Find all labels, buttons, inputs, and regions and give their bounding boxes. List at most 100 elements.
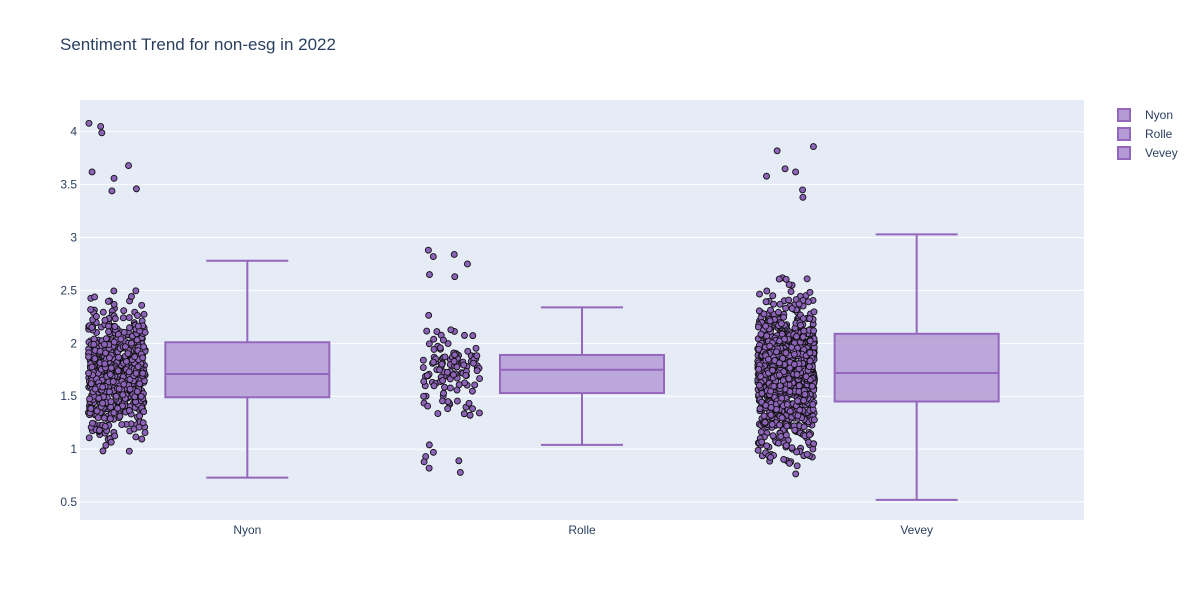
data-point: [450, 371, 457, 379]
data-point: [455, 381, 463, 389]
data-point: [115, 353, 122, 361]
data-point: [805, 431, 813, 439]
data-point: [451, 273, 459, 281]
data-point: [795, 382, 803, 390]
data-point: [139, 354, 147, 362]
data-point: [469, 359, 477, 367]
data-point: [767, 454, 774, 461]
data-point: [806, 349, 814, 357]
data-point: [778, 394, 786, 402]
data-point: [425, 340, 433, 348]
data-point: [85, 369, 92, 377]
data-point: [105, 354, 113, 362]
data-point: [809, 143, 817, 150]
y-tick-label: 2: [70, 336, 77, 350]
data-point: [102, 441, 110, 449]
data-point: [87, 405, 95, 412]
data-point: [792, 168, 800, 176]
data-point: [466, 411, 474, 419]
data-point: [139, 369, 147, 377]
data-point: [754, 323, 762, 331]
data-point: [94, 414, 102, 422]
data-point: [438, 360, 446, 368]
data-point: [754, 446, 762, 454]
data-point: [98, 129, 106, 137]
data-point: [777, 433, 785, 440]
data-point: [131, 393, 139, 401]
data-point: [444, 340, 452, 347]
data-point: [799, 333, 807, 341]
data-point: [110, 338, 118, 346]
data-point: [126, 324, 133, 332]
data-point: [774, 439, 782, 447]
data-point: [419, 356, 427, 364]
legend-swatch: [1117, 108, 1131, 122]
boxes: [164, 233, 1000, 501]
iqr-box: [499, 353, 665, 395]
data-point: [95, 426, 103, 434]
data-point: [785, 281, 793, 288]
data-point: [101, 422, 109, 430]
data-point: [764, 355, 772, 363]
data-point: [794, 397, 802, 405]
box-vevey: [833, 233, 1000, 501]
data-point: [782, 304, 790, 312]
data-point: [87, 380, 95, 388]
data-point: [444, 398, 452, 406]
data-point: [761, 418, 769, 426]
data-point: [425, 311, 433, 319]
data-point: [782, 431, 790, 439]
data-point: [139, 419, 147, 427]
data-point: [128, 293, 135, 300]
data-point: [767, 306, 775, 314]
data-point: [773, 348, 780, 356]
data-point: [110, 287, 118, 295]
data-point: [468, 387, 476, 395]
data-points: [84, 119, 818, 478]
data-point: [471, 381, 479, 389]
data-point: [106, 415, 114, 423]
data-point: [117, 335, 125, 343]
data-point: [460, 361, 468, 369]
data-point: [134, 322, 142, 330]
data-point: [790, 350, 798, 358]
data-point: [780, 455, 788, 463]
data-point: [475, 409, 483, 417]
data-point: [760, 412, 768, 420]
legend-item-nyon: Nyon: [1117, 108, 1173, 122]
data-point: [105, 328, 112, 336]
data-point: [116, 412, 124, 420]
data-point: [774, 308, 782, 316]
data-point: [447, 326, 455, 334]
legend-item-vevey: Vevey: [1117, 146, 1178, 160]
data-point: [91, 385, 99, 393]
data-point: [434, 410, 442, 418]
data-point: [429, 253, 437, 261]
data-point: [110, 174, 118, 182]
data-point: [106, 388, 113, 396]
data-point: [460, 410, 468, 418]
data-point: [795, 300, 803, 308]
data-point: [106, 371, 114, 378]
data-point: [118, 421, 126, 428]
data-point: [762, 322, 770, 330]
data-point: [439, 377, 447, 384]
data-point: [93, 407, 101, 415]
data-point: [101, 316, 109, 324]
data-point: [110, 409, 118, 417]
data-point: [776, 382, 784, 390]
data-point: [446, 384, 454, 392]
data-point: [806, 337, 814, 345]
data-point: [782, 442, 790, 449]
data-point: [430, 345, 438, 353]
data-point: [109, 378, 117, 385]
data-point: [783, 422, 791, 430]
data-point: [126, 385, 134, 393]
data-point: [463, 260, 471, 268]
data-point: [423, 372, 431, 380]
data-point: [788, 305, 796, 312]
data-point: [121, 343, 129, 351]
data-point: [799, 186, 807, 194]
data-point: [473, 367, 481, 375]
data-point: [806, 315, 814, 323]
